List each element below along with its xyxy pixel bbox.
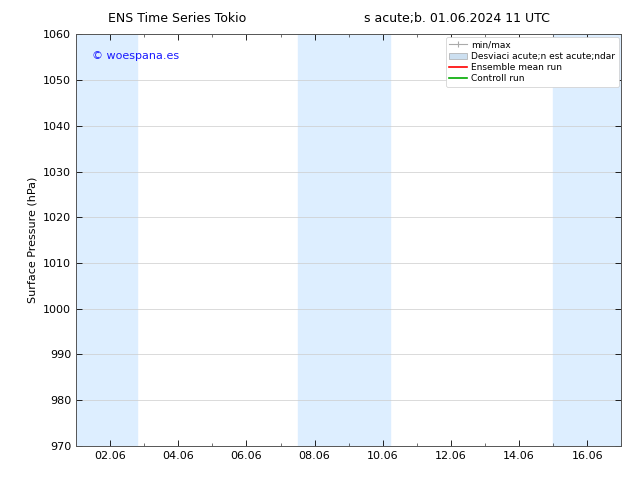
Text: s acute;b. 01.06.2024 11 UTC: s acute;b. 01.06.2024 11 UTC bbox=[363, 12, 550, 25]
Text: © woespana.es: © woespana.es bbox=[93, 51, 179, 61]
Legend: min/max, Desviaci acute;n est acute;ndar, Ensemble mean run, Controll run: min/max, Desviaci acute;n est acute;ndar… bbox=[446, 37, 619, 87]
Text: ENS Time Series Tokio: ENS Time Series Tokio bbox=[108, 12, 247, 25]
Y-axis label: Surface Pressure (hPa): Surface Pressure (hPa) bbox=[27, 177, 37, 303]
Bar bbox=[553, 34, 621, 446]
Bar bbox=[76, 34, 138, 446]
Bar bbox=[297, 34, 389, 446]
